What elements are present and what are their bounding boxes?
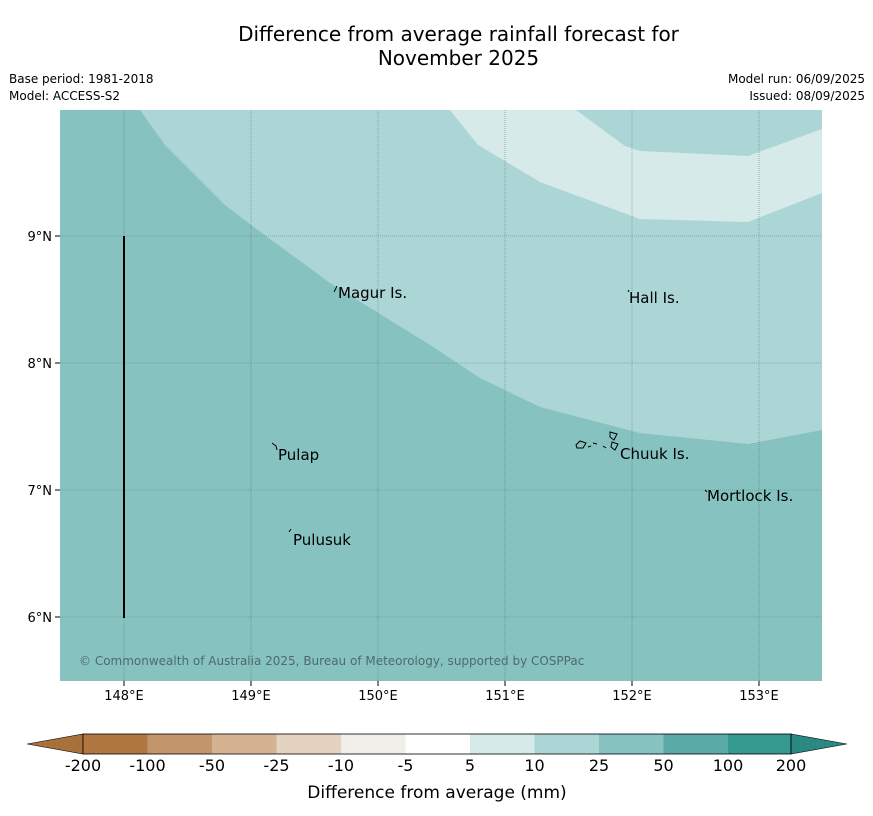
- colorbar-outline: [82, 733, 792, 755]
- pulusuk-island-shape: [288, 528, 292, 533]
- base-period: Base period: 1981-2018: [9, 72, 154, 86]
- cb-tick: -50: [199, 756, 225, 775]
- cb-tick: -25: [263, 756, 289, 775]
- place-pulusuk: Pulusuk: [293, 531, 351, 549]
- copyright-notice: © Commonwealth of Australia 2025, Bureau…: [79, 654, 584, 668]
- colorbar-box-9: [599, 734, 664, 754]
- colorbar-box-6: [405, 734, 470, 754]
- colorbar-box-7: [470, 734, 535, 754]
- zone-5-to-10: [450, 110, 822, 222]
- latitude-ticks: 9°N 8°N 7°N 6°N: [28, 230, 60, 626]
- lat-tick-8: 8°N: [28, 357, 53, 372]
- cb-tick: 200: [776, 756, 807, 775]
- colorbar-box-3: [212, 734, 277, 754]
- cb-tick: 10: [524, 756, 544, 775]
- graticule: [60, 110, 822, 681]
- colorbar-box-1: [83, 734, 148, 754]
- colorbar-tick-labels: -200 -100 -50 -25 -10 -5 5 10 25 50 100 …: [65, 756, 806, 775]
- place-magur: Magur Is.: [338, 284, 407, 302]
- place-mortlock: Mortlock Is.: [707, 487, 793, 505]
- lon-tick-150: 150°E: [358, 689, 398, 704]
- place-pulap: Pulap: [278, 446, 319, 464]
- cb-tick: -5: [398, 756, 414, 775]
- cb-tick: 25: [589, 756, 609, 775]
- colorbar-arrow-right: [790, 733, 848, 755]
- cb-tick: -100: [129, 756, 165, 775]
- chuuk-lagoon-shape: [575, 431, 619, 451]
- model-name: Model: ACCESS-S2: [9, 89, 121, 103]
- title-line-2: November 2025: [377, 46, 540, 70]
- colorbar-box-2: [147, 734, 212, 754]
- mortlock-island-shape: [704, 489, 708, 493]
- longitude-ticks: 148°E 149°E 150°E 151°E 152°E 153°E: [104, 681, 779, 704]
- place-labels: Magur Is. Hall Is. Pulap Chuuk Is. Mortl…: [278, 284, 793, 549]
- metadata-right: Model run: 06/09/2025 Issued: 08/09/2025: [728, 71, 865, 105]
- magur-island-shape: [333, 285, 338, 293]
- colorbar-label: Difference from average (mm): [307, 783, 566, 803]
- lon-tick-152: 152°E: [612, 689, 652, 704]
- model-run-date: Model run: 06/09/2025: [727, 72, 865, 86]
- colorbar-arrow-left: [26, 733, 84, 755]
- cb-tick: -10: [328, 756, 354, 775]
- cb-tick: 5: [465, 756, 475, 775]
- colorbar-box-10: [663, 734, 728, 754]
- lon-tick-151: 151°E: [485, 689, 525, 704]
- map-title: Difference from average rainfall forecas…: [0, 22, 873, 70]
- colorbar-box-8: [534, 734, 599, 754]
- title-line-1: Difference from average rainfall forecas…: [238, 22, 679, 46]
- lat-tick-9: 9°N: [28, 230, 53, 245]
- lat-tick-6: 6°N: [28, 611, 53, 626]
- map-panel: Magur Is. Hall Is. Pulap Chuuk Is. Mortl…: [60, 110, 822, 681]
- colorbar-box-4: [276, 734, 341, 754]
- colorbar-box-5: [341, 734, 406, 754]
- place-hall: Hall Is.: [629, 289, 680, 307]
- cb-tick: 50: [653, 756, 673, 775]
- cb-tick: 100: [713, 756, 744, 775]
- lat-tick-7: 7°N: [28, 484, 53, 499]
- colorbar: -200 -100 -50 -25 -10 -5 5 10 25 50 100 …: [26, 733, 848, 803]
- place-chuuk: Chuuk Is.: [620, 445, 689, 463]
- lon-tick-153: 153°E: [739, 689, 779, 704]
- issued-date: Issued: 08/09/2025: [749, 89, 865, 103]
- hall-island-shape: [627, 289, 630, 293]
- lon-tick-149: 149°E: [231, 689, 271, 704]
- pulap-island-shape: [271, 442, 278, 451]
- lon-tick-148: 148°E: [104, 689, 144, 704]
- colorbar-box-11: [728, 734, 791, 754]
- island-outlines: [271, 285, 708, 533]
- metadata-left: Base period: 1981-2018 Model: ACCESS-S2: [9, 71, 154, 105]
- cb-tick: -200: [65, 756, 101, 775]
